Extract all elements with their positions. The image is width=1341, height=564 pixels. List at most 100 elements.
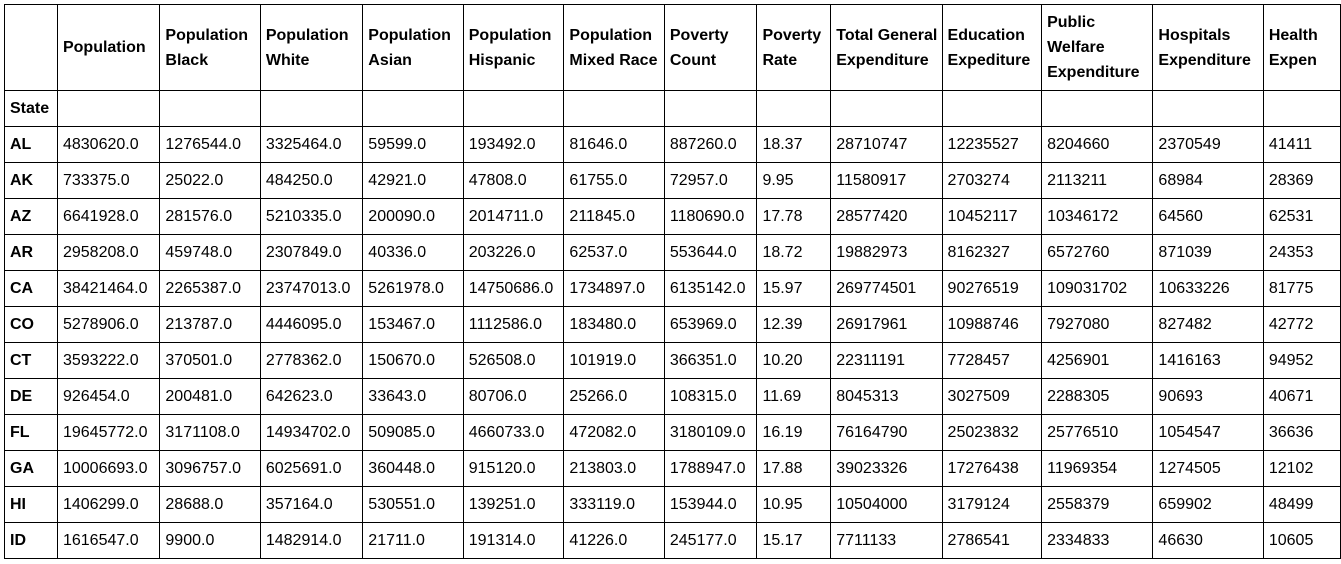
table-row: AZ 6641928.0 281576.0 5210335.0 200090.0 2014…: [4, 198, 1341, 235]
table-row: CO 5278906.0 213787.0 4446095.0 153467.0 1112…: [4, 306, 1341, 343]
table-cell: 40671: [1262, 378, 1341, 415]
table-row: AK 733375.0 25022.0 484250.0 42921.0 47808.0 6…: [4, 162, 1341, 199]
table-row: DE 926454.0 200481.0 642623.0 33643.0 80706.0…: [4, 378, 1341, 415]
column-header: Population White: [259, 4, 364, 91]
table-cell: 81775: [1262, 270, 1341, 307]
table-cell: 2113211: [1041, 162, 1154, 199]
table-cell: 6641928.0: [56, 198, 161, 235]
table-cell: 8162327: [941, 234, 1043, 271]
table-cell: 200481.0: [159, 378, 261, 415]
table-cell: 733375.0: [56, 162, 161, 199]
index-row-blank-cell: [756, 90, 832, 127]
table-cell: 62537.0: [563, 234, 665, 271]
table-cell: 25266.0: [563, 378, 665, 415]
table-cell: 2307849.0: [259, 234, 364, 271]
table-cell: 17.78: [756, 198, 832, 235]
table-cell: 526508.0: [462, 342, 565, 379]
table-cell: 28369: [1262, 162, 1341, 199]
row-index-state: AR: [4, 234, 58, 271]
table-cell: 36636: [1262, 414, 1341, 451]
table-cell: 80706.0: [462, 378, 565, 415]
table-cell: 41226.0: [563, 522, 665, 559]
table-row: AL 4830620.0 1276544.0 3325464.0 59599.0 1934…: [4, 126, 1341, 163]
table-cell: 553644.0: [663, 234, 758, 271]
table-cell: 14750686.0: [462, 270, 565, 307]
index-row-blank-cell: [563, 90, 665, 127]
table-cell: 2014711.0: [462, 198, 565, 235]
row-index-state: ID: [4, 522, 58, 559]
table-cell: 213803.0: [563, 450, 665, 487]
table-cell: 370501.0: [159, 342, 261, 379]
table-cell: 8204660: [1041, 126, 1154, 163]
table-cell: 183480.0: [563, 306, 665, 343]
row-index-state: GA: [4, 450, 58, 487]
table-cell: 7711133: [830, 522, 943, 559]
table-cell: 1788947.0: [663, 450, 758, 487]
table-cell: 19882973: [830, 234, 943, 271]
table-cell: 333119.0: [563, 486, 665, 523]
table-cell: 42921.0: [362, 162, 464, 199]
table-cell: 10.20: [756, 342, 832, 379]
table-cell: 213787.0: [159, 306, 261, 343]
table-cell: 72957.0: [663, 162, 758, 199]
table-cell: 76164790: [830, 414, 943, 451]
row-index-state: AK: [4, 162, 58, 199]
table-cell: 6025691.0: [259, 450, 364, 487]
index-row-blank-cell: [663, 90, 758, 127]
column-header: Poverty Rate: [756, 4, 832, 91]
table-row: FL 19645772.0 3171108.0 14934702.0 509085.0 4…: [4, 414, 1341, 451]
row-index-state: FL: [4, 414, 58, 451]
table-cell: 39023326: [830, 450, 943, 487]
table-cell: 4446095.0: [259, 306, 364, 343]
table-cell: 659902: [1152, 486, 1264, 523]
table-cell: 62531: [1262, 198, 1341, 235]
table-cell: 2958208.0: [56, 234, 161, 271]
table-cell: 459748.0: [159, 234, 261, 271]
table-cell: 1416163: [1152, 342, 1264, 379]
table-cell: 269774501: [830, 270, 943, 307]
table-cell: 6572760: [1041, 234, 1154, 271]
table-cell: 1112586.0: [462, 306, 565, 343]
table-cell: 11969354: [1041, 450, 1154, 487]
table-cell: 4256901: [1041, 342, 1154, 379]
table-cell: 2370549: [1152, 126, 1264, 163]
table-cell: 357164.0: [259, 486, 364, 523]
row-index-state: CA: [4, 270, 58, 307]
column-header: Public Welfare Expenditure: [1041, 4, 1154, 91]
table-cell: 94952: [1262, 342, 1341, 379]
table-cell: 4830620.0: [56, 126, 161, 163]
table-cell: 1276544.0: [159, 126, 261, 163]
table-cell: 3593222.0: [56, 342, 161, 379]
table-cell: 61755.0: [563, 162, 665, 199]
table-cell: 48499: [1262, 486, 1341, 523]
table-cell: 81646.0: [563, 126, 665, 163]
table-cell: 1054547: [1152, 414, 1264, 451]
table-cell: 108315.0: [663, 378, 758, 415]
table-cell: 90693: [1152, 378, 1264, 415]
table-cell: 41411: [1262, 126, 1341, 163]
dataframe-table: Population Population Black Population Whi…: [4, 4, 1341, 559]
table-cell: 5210335.0: [259, 198, 364, 235]
table-cell: 5278906.0: [56, 306, 161, 343]
table-cell: 18.37: [756, 126, 832, 163]
table-cell: 10605: [1262, 522, 1341, 559]
table-cell: 1734897.0: [563, 270, 665, 307]
table-cell: 25023832: [941, 414, 1043, 451]
column-header: Population Asian: [362, 4, 464, 91]
table-cell: 915120.0: [462, 450, 565, 487]
index-row-blank-cell: [56, 90, 161, 127]
table-cell: 68984: [1152, 162, 1264, 199]
index-row-blank-cell: [1152, 90, 1264, 127]
table-cell: 28688.0: [159, 486, 261, 523]
index-row-blank-cell: [830, 90, 943, 127]
table-cell: 642623.0: [259, 378, 364, 415]
table-cell: 12.39: [756, 306, 832, 343]
table-cell: 90276519: [941, 270, 1043, 307]
table-cell: 366351.0: [663, 342, 758, 379]
table-cell: 16.19: [756, 414, 832, 451]
table-cell: 25776510: [1041, 414, 1154, 451]
table-cell: 2334833: [1041, 522, 1154, 559]
corner-cell: [4, 4, 58, 91]
table-cell: 64560: [1152, 198, 1264, 235]
table-cell: 14934702.0: [259, 414, 364, 451]
